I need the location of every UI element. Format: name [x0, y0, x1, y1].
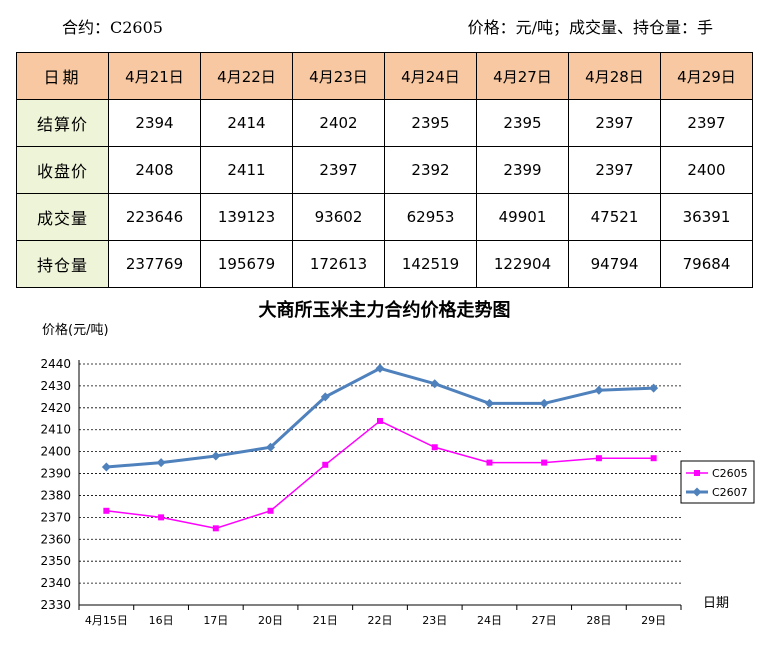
y-tick-label: 2440 — [40, 357, 71, 371]
y-tick-label: 2360 — [40, 532, 71, 546]
data-point-C2607 — [156, 458, 166, 468]
data-point-C2607 — [101, 462, 111, 472]
table-cell: 2397 — [660, 99, 753, 147]
data-point-C2605 — [431, 444, 438, 451]
y-tick-label: 2370 — [40, 510, 71, 524]
data-point-C2607 — [320, 392, 330, 402]
data-point-C2607 — [266, 442, 276, 452]
x-tick-label: 23日 — [422, 614, 447, 627]
y-axis-title: 价格(元/吨) — [42, 322, 109, 338]
row-label: 结算价 — [16, 99, 109, 147]
table-cell: 172613 — [292, 240, 385, 288]
table-row: 持仓量 237769 195679 172613 142519 122904 9… — [16, 240, 753, 288]
units-label: 价格：元/吨；成交量、持仓量：手 — [467, 18, 713, 37]
data-point-C2607 — [430, 379, 440, 389]
table-cell: 195679 — [200, 240, 293, 288]
table-cell: 2400 — [660, 146, 753, 194]
quote-table: 日期 4月21日 4月22日 4月23日 4月24日 4月27日 4月28日 4… — [16, 52, 753, 288]
row-label: 收盘价 — [16, 146, 109, 194]
data-point-C2607 — [539, 398, 549, 408]
x-tick-label: 24日 — [477, 614, 502, 627]
table-cell: 139123 — [200, 193, 293, 241]
data-point-C2607 — [594, 385, 604, 395]
y-tick-label: 2380 — [40, 488, 71, 502]
series-line-C2605 — [106, 420, 654, 530]
table-cell: 237769 — [108, 240, 201, 288]
table-cell: 2399 — [476, 146, 569, 194]
table-cell: 2392 — [384, 146, 477, 194]
date-cell: 4月21日 — [108, 52, 201, 100]
table-cell: 2397 — [568, 99, 661, 147]
y-tick-label: 2350 — [40, 554, 71, 568]
date-cell: 4月22日 — [200, 52, 293, 100]
x-axis-title: 日期 — [703, 596, 729, 611]
table-row: 收盘价 2408 2411 2397 2392 2399 2397 2400 — [16, 146, 753, 194]
x-tick-label: 17日 — [203, 614, 228, 627]
table-cell: 2408 — [108, 146, 201, 194]
table-cell: 2395 — [476, 99, 569, 147]
data-point-C2607 — [375, 363, 385, 373]
data-point-C2605 — [541, 459, 548, 466]
legend-box — [680, 460, 755, 504]
data-point-C2605 — [103, 507, 110, 514]
data-point-C2605 — [267, 507, 274, 514]
data-point-C2607 — [649, 383, 659, 393]
y-tick-label: 2340 — [40, 576, 71, 590]
date-cell: 4月28日 — [568, 52, 661, 100]
data-point-C2605 — [322, 461, 329, 468]
data-point-C2605 — [486, 459, 493, 466]
date-cell: 4月24日 — [384, 52, 477, 100]
y-tick-label: 2410 — [40, 423, 71, 437]
data-point-C2607 — [211, 451, 221, 461]
date-cell: 4月27日 — [476, 52, 569, 100]
y-tick-label: 2420 — [40, 401, 71, 415]
row-label: 成交量 — [16, 193, 109, 241]
series-line-C2607 — [106, 366, 654, 469]
x-tick-label: 27日 — [532, 614, 557, 627]
x-tick-label: 21日 — [313, 614, 338, 627]
data-point-C2607 — [484, 398, 494, 408]
table-cell: 2402 — [292, 99, 385, 147]
table-cell: 2397 — [568, 146, 661, 194]
y-tick-label: 2430 — [40, 379, 71, 393]
y-tick-label: 2390 — [40, 467, 71, 481]
table-cell: 223646 — [108, 193, 201, 241]
x-tick-label: 22日 — [368, 614, 393, 627]
x-tick-label: 16日 — [149, 614, 174, 627]
x-tick-label: 28日 — [586, 614, 611, 627]
data-point-C2605 — [158, 514, 165, 521]
x-tick-label: 4月15日 — [85, 614, 128, 627]
table-cell: 2394 — [108, 99, 201, 147]
legend-marker-C2607 — [692, 487, 702, 497]
data-point-C2605 — [212, 525, 219, 532]
y-tick-label: 2330 — [40, 598, 71, 612]
table-cell: 93602 — [292, 193, 385, 241]
data-point-C2605 — [650, 455, 657, 462]
date-cell: 4月23日 — [292, 52, 385, 100]
contract-label: 合约：C2605 — [62, 18, 163, 37]
chart-title: 大商所玉米主力合约价格走势图 — [258, 300, 511, 321]
legend-marker-C2605 — [694, 470, 700, 476]
table-cell: 142519 — [384, 240, 477, 288]
table-row: 成交量 223646 139123 93602 62953 49901 4752… — [16, 193, 753, 241]
table-header-row: 日期 4月21日 4月22日 4月23日 4月24日 4月27日 4月28日 4… — [16, 52, 753, 100]
table-cell: 79684 — [660, 240, 753, 288]
data-point-C2605 — [595, 455, 602, 462]
table-cell: 122904 — [476, 240, 569, 288]
header: 合约：C2605 价格：元/吨；成交量、持仓量：手 — [0, 10, 769, 38]
table-cell: 2414 — [200, 99, 293, 147]
table-cell: 94794 — [568, 240, 661, 288]
x-tick-label: 29日 — [641, 614, 666, 627]
row-label: 持仓量 — [16, 240, 109, 288]
x-tick-label: 20日 — [258, 614, 283, 627]
legend-label-C2605: C2605 — [712, 467, 748, 480]
data-point-C2605 — [377, 417, 383, 424]
legend-label-C2607: C2607 — [712, 486, 748, 499]
date-header: 日期 — [16, 52, 109, 100]
y-tick-label: 2400 — [40, 445, 71, 459]
table-cell: 49901 — [476, 193, 569, 241]
